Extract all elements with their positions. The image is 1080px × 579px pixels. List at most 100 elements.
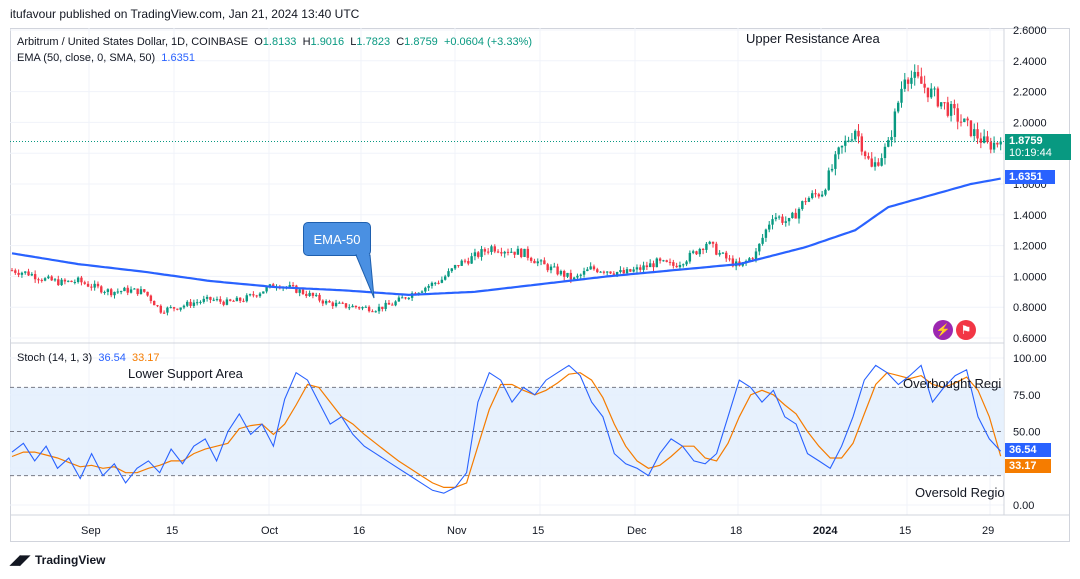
candle-body bbox=[536, 261, 539, 264]
candle-body bbox=[119, 291, 123, 293]
candle-body bbox=[295, 285, 298, 293]
candle-body bbox=[708, 241, 711, 244]
candle-body bbox=[989, 142, 992, 150]
candle-body bbox=[37, 279, 40, 281]
low-label: L bbox=[350, 36, 357, 48]
candle-body bbox=[229, 299, 232, 301]
candle-body bbox=[642, 265, 645, 270]
upper-resistance-label: Upper Resistance Area bbox=[746, 31, 880, 46]
candle-body bbox=[652, 263, 655, 268]
price-tick-label: 1.2000 bbox=[1013, 241, 1047, 253]
candle-body bbox=[40, 279, 43, 281]
candle-body bbox=[887, 140, 890, 147]
candle-body bbox=[639, 267, 642, 270]
candle-body bbox=[186, 301, 189, 306]
candle-body bbox=[553, 266, 556, 268]
candle-body bbox=[774, 217, 778, 220]
high-value: 1.9016 bbox=[310, 36, 345, 48]
candle-body bbox=[840, 145, 844, 148]
candle-body bbox=[953, 103, 956, 109]
candle-body bbox=[725, 252, 728, 259]
time-tick-label: Oct bbox=[261, 525, 278, 537]
candle-body bbox=[946, 102, 949, 116]
candle-body bbox=[434, 282, 437, 284]
candle-body bbox=[913, 71, 916, 78]
candle-body bbox=[609, 271, 612, 274]
time-tick-label: 15 bbox=[899, 525, 911, 537]
candle-body bbox=[358, 307, 361, 309]
candle-body bbox=[847, 140, 850, 142]
candle-body bbox=[781, 216, 784, 223]
candle-body bbox=[748, 258, 751, 261]
candle-body bbox=[407, 297, 410, 299]
candle-body bbox=[658, 258, 662, 261]
candle-body bbox=[238, 297, 242, 301]
candle-body bbox=[711, 241, 715, 244]
candle-body bbox=[265, 287, 268, 292]
candle-body bbox=[797, 208, 801, 219]
x-ticks: Sep 15 Oct 16 Nov 15 Dec 18 2024 15 29 bbox=[81, 525, 994, 537]
candle-body bbox=[602, 271, 606, 273]
candle-body bbox=[923, 83, 926, 88]
candle-body bbox=[248, 294, 252, 296]
candle-body bbox=[973, 129, 976, 137]
candle-body bbox=[149, 295, 153, 301]
flag-icon[interactable]: ⚑ bbox=[956, 320, 976, 340]
footer-brand[interactable]: ◢◤ TradingView bbox=[10, 552, 105, 568]
candle-body bbox=[199, 301, 202, 303]
stoch-k-line bbox=[11, 364, 1002, 494]
candle-body bbox=[86, 283, 90, 287]
candle-body bbox=[222, 301, 225, 305]
publish-info: itufavour published on TradingView.com, … bbox=[10, 7, 360, 21]
candle-body bbox=[807, 198, 811, 202]
candle-body bbox=[761, 237, 764, 244]
candle-body bbox=[999, 141, 1002, 145]
candle-body bbox=[106, 289, 110, 292]
candle-body bbox=[90, 286, 93, 288]
candle-body bbox=[777, 216, 781, 218]
candle-body bbox=[262, 291, 265, 294]
candle-body bbox=[215, 299, 219, 301]
candle-body bbox=[367, 306, 371, 312]
candle-body bbox=[837, 147, 840, 155]
candle-body bbox=[76, 277, 80, 282]
price-tick-label: 1.4000 bbox=[1013, 210, 1047, 222]
candle-body bbox=[695, 251, 698, 255]
candle-body bbox=[969, 120, 973, 137]
candle-body bbox=[450, 268, 453, 272]
candle-body bbox=[490, 246, 493, 252]
candle-body bbox=[801, 201, 804, 209]
candle-body bbox=[943, 102, 946, 104]
candle-body bbox=[394, 301, 397, 306]
candle-body bbox=[364, 306, 368, 308]
candle-body bbox=[685, 261, 688, 265]
candle-body bbox=[169, 307, 172, 309]
candle-body bbox=[252, 294, 255, 296]
candle-body bbox=[500, 252, 503, 254]
candle-body bbox=[526, 248, 530, 258]
candle-body bbox=[586, 269, 589, 272]
candle-body bbox=[453, 265, 457, 269]
candle-body bbox=[910, 77, 913, 84]
candle-body bbox=[824, 189, 827, 195]
candle-body bbox=[625, 269, 629, 274]
candle-body bbox=[60, 279, 63, 286]
stoch-d-tag: 33.17 bbox=[1005, 459, 1051, 473]
candle-body bbox=[17, 272, 20, 275]
low-value: 1.7823 bbox=[356, 36, 391, 48]
stoch-tick-label: 100.00 bbox=[1013, 353, 1047, 365]
candle-body bbox=[520, 248, 523, 257]
candle-body bbox=[430, 282, 434, 286]
symbol-title: Arbitrum / United States Dollar, 1D, COI… bbox=[17, 36, 249, 48]
candle-body bbox=[460, 260, 463, 266]
candle-body bbox=[599, 271, 602, 273]
candle-body bbox=[883, 146, 887, 159]
candle-body bbox=[10, 270, 14, 272]
overbought-label: Overbought Regi bbox=[903, 376, 1002, 391]
candle-body bbox=[893, 111, 897, 137]
candle-body bbox=[844, 140, 847, 146]
stoch-levels bbox=[10, 386, 1004, 477]
lightning-icon[interactable]: ⚡ bbox=[933, 320, 953, 340]
price-tick-label: 2.4000 bbox=[1013, 56, 1047, 68]
candle-body bbox=[682, 264, 685, 266]
